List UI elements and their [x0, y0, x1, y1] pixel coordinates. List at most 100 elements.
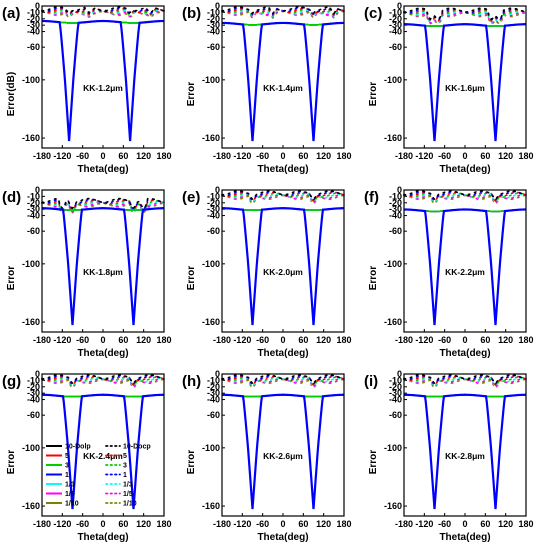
chart-panel-d: (d) 0-10-20-30-40-60-100-160-180 -120 -60 0 6…	[2, 185, 172, 359]
y-tick-label: -20	[389, 382, 402, 392]
y-tick-label: -30	[207, 204, 220, 214]
plot-frame	[221, 373, 345, 517]
y-axis-label: Error	[368, 450, 379, 475]
y-tick-label: -30	[27, 20, 40, 30]
docp-series-1-3	[403, 193, 527, 204]
y-tick-label: -60	[207, 226, 220, 236]
y-axis-label: Error	[368, 266, 379, 291]
y-tick-label: 0	[215, 369, 220, 379]
x-tick-label: 0	[100, 151, 105, 161]
y-tick-label: -100	[22, 259, 40, 269]
docp-series-10	[41, 374, 165, 385]
dolp-series-1	[41, 393, 165, 510]
x-tick-label: -180	[33, 519, 51, 529]
y-tick-label: -40	[207, 395, 220, 405]
y-tick-label: -40	[389, 395, 402, 405]
docp-series-1-3	[221, 193, 345, 204]
x-tick-label: -60	[256, 335, 269, 345]
y-axis-label: Error	[6, 266, 17, 291]
docp-series-1-3	[403, 377, 527, 388]
docp-series-10	[403, 190, 527, 201]
dolp-series-1	[403, 23, 527, 142]
x-tick-label: -180	[33, 151, 51, 161]
docp-series-1-3	[41, 9, 165, 17]
legend-label-docp: 5	[123, 453, 127, 460]
docp-series-10	[221, 6, 345, 15]
y-axis-label: Error	[186, 82, 197, 107]
x-tick-label: -120	[233, 335, 251, 345]
y-tick-label: -40	[207, 27, 220, 37]
x-tick-label: -120	[415, 151, 433, 161]
y-tick-label: -40	[27, 395, 40, 405]
chart-panel-c: (c) 0-10-20-30-40-60-100-160-180 -120 -60 0 6…	[364, 1, 534, 175]
panel-label: (f)	[364, 189, 379, 206]
y-tick-label: -30	[27, 204, 40, 214]
x-tick-label: -60	[76, 335, 89, 345]
x-tick-label: -60	[76, 151, 89, 161]
x-axis-label: Theta(deg)	[439, 348, 490, 359]
x-axis-label: Theta(deg)	[257, 532, 308, 543]
y-tick-label: -10	[207, 375, 220, 385]
y-tick-label: 0	[35, 185, 40, 195]
y-tick-label: -40	[27, 211, 40, 221]
legend-label-docp: 3	[123, 463, 127, 470]
y-tick-label: -40	[389, 211, 402, 221]
y-tick-label: -20	[27, 14, 40, 24]
docp-series-10	[41, 197, 165, 210]
y-tick-label: -30	[389, 388, 402, 398]
x-tick-label: -180	[213, 519, 231, 529]
y-tick-label: -60	[389, 410, 402, 420]
y-tick-label: -10	[389, 7, 402, 17]
panel-label: (b)	[182, 5, 201, 22]
x-tick-label: 0	[100, 519, 105, 529]
y-tick-label: -100	[202, 259, 220, 269]
x-tick-label: 60	[118, 519, 128, 529]
legend: 10-Dolp 10-Docp 5 5 3 3 1 1 1/3 1/3 1/5 1/5 1/10 1/10	[46, 444, 151, 508]
docp-series-3	[403, 376, 527, 387]
y-tick-label: -160	[22, 501, 40, 511]
x-tick-label: 180	[518, 335, 533, 345]
x-tick-label: 120	[498, 519, 513, 529]
y-axis-label: Error	[368, 82, 379, 107]
x-tick-label: 120	[316, 519, 331, 529]
dolp-series-1	[221, 393, 345, 510]
y-tick-label: -10	[27, 7, 40, 17]
x-tick-label: 180	[336, 335, 351, 345]
y-tick-label: -100	[384, 259, 402, 269]
docp-series-10	[221, 190, 345, 201]
plot-frame	[41, 373, 165, 517]
panel-label: (g)	[2, 373, 21, 390]
y-tick-label: -100	[202, 75, 220, 85]
y-tick-label: -100	[22, 75, 40, 85]
y-tick-label: 0	[215, 1, 220, 11]
x-tick-label: -60	[76, 519, 89, 529]
x-tick-label: 0	[100, 335, 105, 345]
docp-series-10	[221, 374, 345, 385]
x-tick-label: 120	[316, 151, 331, 161]
wavelength-annotation: KK-1.4μm	[263, 83, 303, 93]
chart-panel-b: (b) 0-10-20-30-40-60-100-160-180 -120 -60 0 6…	[182, 1, 352, 175]
x-tick-label: 120	[136, 519, 151, 529]
legend-label-dolp: 1/10	[65, 501, 79, 508]
x-tick-label: -120	[415, 335, 433, 345]
docp-series-3	[221, 192, 345, 203]
x-tick-label: 0	[280, 151, 285, 161]
docp-series-10	[41, 6, 165, 14]
y-tick-label: -20	[27, 198, 40, 208]
y-tick-label: -60	[27, 410, 40, 420]
y-tick-label: -30	[389, 20, 402, 30]
y-tick-label: -10	[207, 191, 220, 201]
legend-label-docp: 1/5	[123, 491, 133, 498]
x-tick-label: 60	[480, 519, 490, 529]
y-tick-label: -60	[389, 226, 402, 236]
y-tick-label: -160	[384, 133, 402, 143]
y-tick-label: -20	[207, 14, 220, 24]
x-tick-label: -120	[53, 335, 71, 345]
x-tick-label: 180	[156, 151, 171, 161]
docp-series-3	[41, 376, 165, 387]
y-tick-label: 0	[397, 185, 402, 195]
y-tick-label: -60	[207, 410, 220, 420]
legend-label-dolp: 1/3	[65, 482, 75, 489]
y-tick-label: -10	[389, 191, 402, 201]
